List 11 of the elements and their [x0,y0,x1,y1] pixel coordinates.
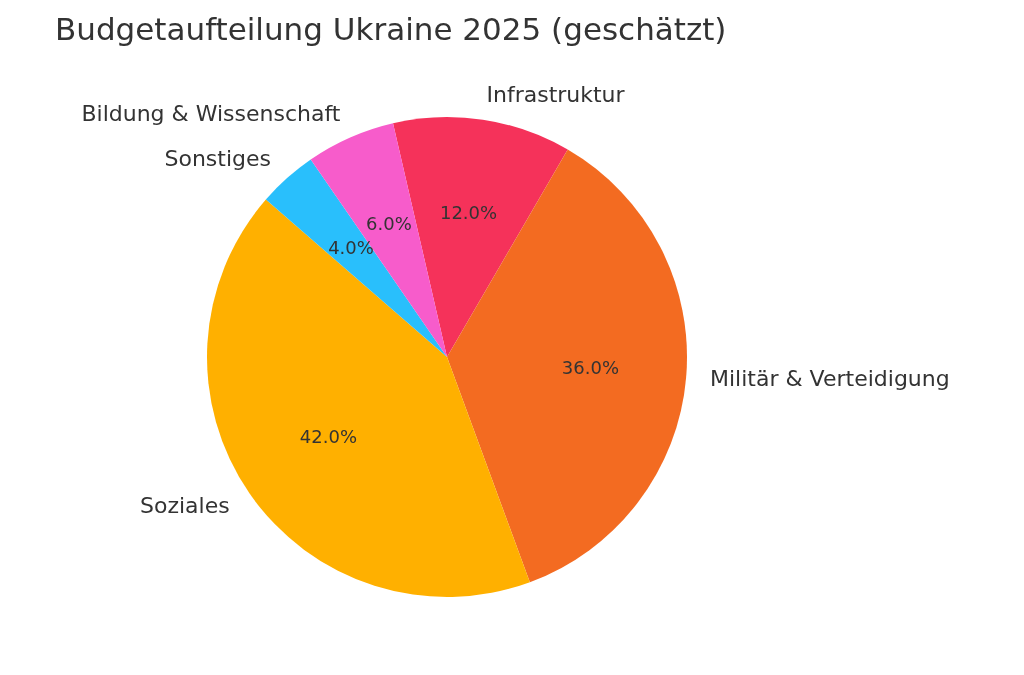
data-label: 12.0% [439,202,498,224]
slice-label: Infrastruktur [486,81,626,107]
data-label: 42.0% [299,426,358,448]
slice-label: Soziales [140,492,230,518]
slice-label: Bildung & Wissenschaft [81,101,341,127]
data-label: 4.0% [328,237,374,259]
slice-label: Sonstiges [164,145,272,171]
chart-title: Budgetaufteilung Ukraine 2025 (geschätzt) [55,11,727,48]
slice-label: Militär & Verteidigung [710,365,950,391]
data-label: 36.0% [561,357,620,379]
data-label: 6.0% [366,212,412,234]
